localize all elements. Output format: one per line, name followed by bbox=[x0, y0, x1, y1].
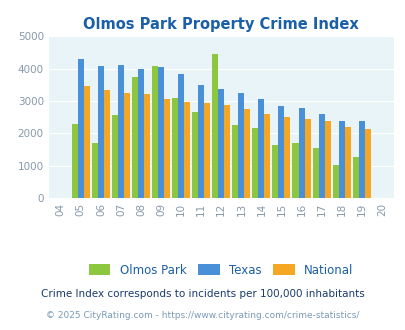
Bar bbox=[298, 108, 304, 198]
Bar bbox=[198, 85, 204, 198]
Bar bbox=[332, 165, 338, 198]
Bar bbox=[232, 125, 238, 198]
Bar bbox=[272, 145, 278, 198]
Bar bbox=[138, 69, 144, 198]
Bar bbox=[104, 90, 110, 198]
Bar bbox=[264, 114, 270, 198]
Bar bbox=[238, 93, 244, 198]
Bar bbox=[244, 109, 250, 198]
Legend: Olmos Park, Texas, National: Olmos Park, Texas, National bbox=[84, 259, 357, 281]
Bar bbox=[164, 99, 170, 198]
Bar bbox=[132, 77, 138, 198]
Bar bbox=[304, 119, 310, 198]
Bar bbox=[117, 65, 124, 198]
Bar bbox=[364, 129, 370, 198]
Bar bbox=[292, 143, 298, 198]
Bar bbox=[72, 124, 78, 198]
Bar bbox=[144, 94, 150, 198]
Bar bbox=[284, 117, 290, 198]
Bar bbox=[124, 93, 130, 198]
Bar bbox=[338, 121, 344, 198]
Bar bbox=[98, 66, 104, 198]
Bar bbox=[178, 75, 184, 198]
Bar bbox=[352, 157, 358, 198]
Bar bbox=[78, 59, 83, 198]
Bar bbox=[158, 67, 164, 198]
Bar bbox=[324, 121, 330, 198]
Bar bbox=[344, 127, 350, 198]
Text: © 2025 CityRating.com - https://www.cityrating.com/crime-statistics/: © 2025 CityRating.com - https://www.city… bbox=[46, 312, 359, 320]
Bar bbox=[112, 115, 117, 198]
Bar bbox=[204, 103, 210, 198]
Bar bbox=[83, 86, 90, 198]
Bar bbox=[252, 128, 258, 198]
Bar bbox=[212, 54, 218, 198]
Bar bbox=[218, 89, 224, 198]
Bar bbox=[224, 105, 230, 198]
Text: Crime Index corresponds to incidents per 100,000 inhabitants: Crime Index corresponds to incidents per… bbox=[41, 289, 364, 299]
Bar bbox=[278, 106, 284, 198]
Bar bbox=[258, 99, 264, 198]
Bar bbox=[312, 148, 318, 198]
Bar bbox=[172, 98, 178, 198]
Bar bbox=[192, 112, 198, 198]
Bar bbox=[184, 102, 190, 198]
Bar bbox=[152, 66, 158, 198]
Title: Olmos Park Property Crime Index: Olmos Park Property Crime Index bbox=[83, 17, 358, 32]
Bar bbox=[318, 114, 324, 198]
Bar bbox=[358, 121, 364, 198]
Bar bbox=[92, 143, 98, 198]
